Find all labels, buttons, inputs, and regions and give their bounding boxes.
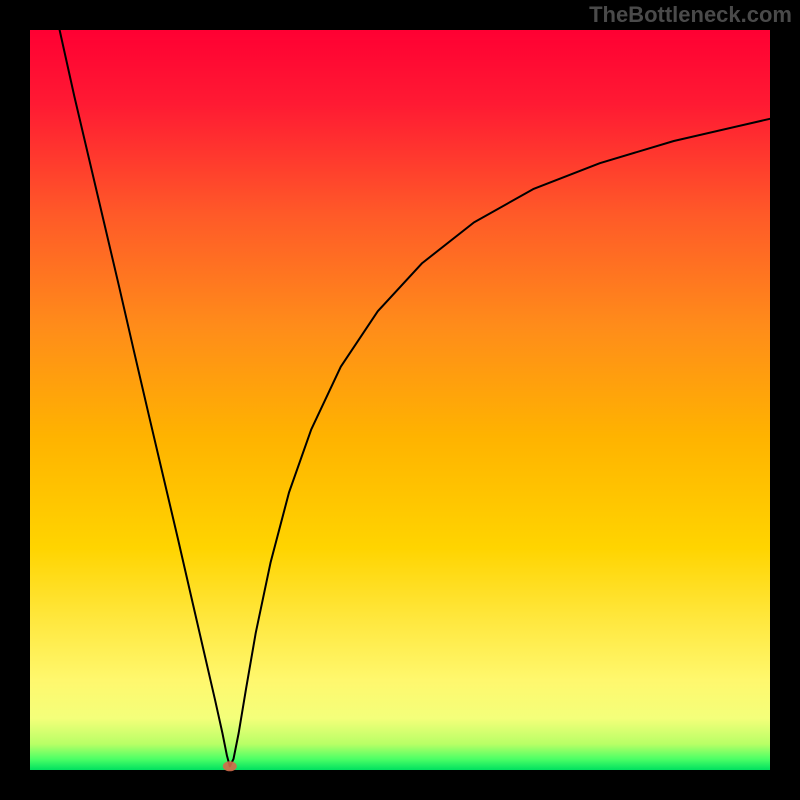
chart-svg (0, 0, 800, 800)
plot-background (30, 30, 770, 770)
watermark-text: TheBottleneck.com (589, 2, 792, 28)
optimal-point-marker (223, 761, 237, 771)
bottleneck-chart: TheBottleneck.com (0, 0, 800, 800)
